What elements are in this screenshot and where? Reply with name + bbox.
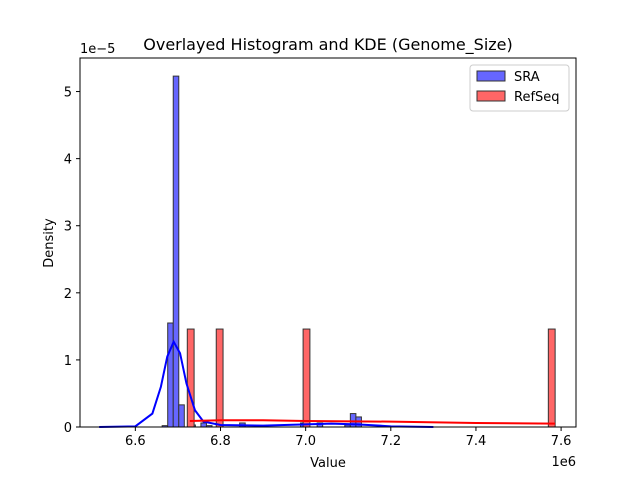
- legend: SRA RefSeq: [469, 64, 570, 112]
- x-tick-label: 7.4: [466, 434, 487, 449]
- y-tick-label: 3: [64, 220, 72, 235]
- y-tick-label: 5: [64, 86, 72, 101]
- refseq-bar: [547, 328, 556, 428]
- y-tick-label: 0: [64, 421, 72, 436]
- y-axis-label: Density: [42, 218, 57, 268]
- x-axis-label: Value: [310, 456, 346, 471]
- sra-kde-line: [99, 339, 434, 428]
- y-tick-label: 1: [64, 354, 72, 369]
- plot-frame: [79, 57, 577, 428]
- x-tick-label: 7.0: [295, 434, 316, 449]
- sra-bar: [178, 404, 185, 428]
- legend-label-refseq: RefSeq: [514, 90, 560, 105]
- sra-bar: [200, 422, 207, 428]
- x-tick-label: 6.8: [210, 434, 231, 449]
- x-tick-label: 7.2: [380, 434, 401, 449]
- y-tick-label: 2: [64, 287, 72, 302]
- refseq-kde-line: [189, 419, 556, 425]
- x-tick-label: 7.6: [551, 434, 572, 449]
- refseq-bar: [186, 328, 195, 428]
- refseq-bar: [302, 328, 311, 428]
- legend-swatch-sra: [476, 70, 506, 82]
- x-tick-label: 6.6: [125, 434, 146, 449]
- chart-title: Overlayed Histogram and KDE (Genome_Size…: [143, 35, 513, 55]
- y-tick-label: 4: [64, 153, 72, 168]
- legend-swatch-refseq: [476, 90, 506, 102]
- y-offset-label: 1e−5: [80, 42, 115, 57]
- sra-bar: [167, 322, 174, 428]
- refseq-bar: [215, 328, 224, 428]
- sra-bar: [172, 75, 180, 428]
- legend-label-sra: SRA: [514, 70, 540, 85]
- x-offset-label: 1e6: [551, 455, 576, 470]
